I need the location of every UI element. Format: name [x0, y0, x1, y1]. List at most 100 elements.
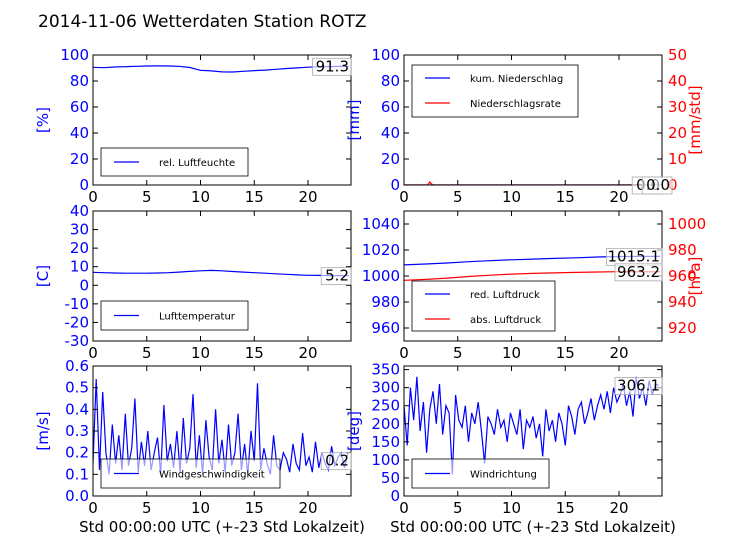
- y-tick-label: 150: [371, 433, 400, 451]
- annotation-box-niederschlag-rate: [641, 176, 673, 195]
- y-tick-label: 0: [79, 276, 89, 294]
- y-tick-label: 0.0: [65, 487, 89, 505]
- y-axis-label: [mm]: [345, 100, 363, 141]
- x-tick-label: 0: [399, 188, 409, 206]
- series-line-1: [93, 269, 349, 277]
- y-tick-label: 100: [371, 46, 400, 64]
- x-tick-label: 20: [609, 499, 628, 517]
- y-tick-label: 0.3: [65, 422, 89, 440]
- panel-6: 0 5 10 15 20050100150200250300350[deg]306.1W…: [345, 361, 663, 517]
- annotation-temperatur: 5.2: [325, 267, 349, 285]
- x-tick-label: 10: [191, 344, 210, 362]
- x-tick-label: 0: [88, 344, 98, 362]
- x-axis-label-left: Std 00:00:00 UTC (+-23 Std Lokalzeit): [79, 518, 365, 536]
- x-tick-label: 20: [298, 188, 317, 206]
- y2-tick-label: 0: [668, 176, 678, 194]
- annotation-box-luftdruck-abs: [614, 263, 663, 282]
- y-tick-label: 0.1: [65, 465, 89, 483]
- y-tick-label: 40: [70, 124, 89, 142]
- y-tick-label: 100: [60, 46, 89, 64]
- y-tick-label: 100: [371, 451, 400, 469]
- series-group: [404, 376, 660, 475]
- x-tick-label: 5: [142, 188, 152, 206]
- annotation-luftdruck-red: 1015.1: [608, 247, 661, 265]
- series-group: [93, 378, 349, 475]
- y-tick-label: 0: [79, 176, 89, 194]
- y-tick-label: 80: [70, 72, 89, 90]
- annotation-windrichtung: 306.1: [617, 376, 660, 394]
- x-tick-label: 0: [88, 499, 98, 517]
- y-tick-label: 20: [70, 150, 89, 168]
- x-tick-label: 5: [453, 344, 463, 362]
- x-tick-label: 0: [399, 344, 409, 362]
- y-tick-label: 350: [371, 361, 400, 379]
- y-tick-label: -20: [65, 313, 90, 331]
- x-tick-label: 0: [88, 188, 98, 206]
- y2-tick-label: 1000: [668, 215, 706, 233]
- y-tick-label: 1020: [362, 241, 400, 259]
- y2-tick-label: 960: [668, 267, 697, 285]
- x-axis-label-right: Std 00:00:00 UTC (+-23 Std Lokalzeit): [390, 518, 676, 536]
- x-tick-label: 5: [142, 499, 152, 517]
- annotation-box-luftfeuchte: [312, 57, 352, 76]
- x-tick-label: 20: [609, 188, 628, 206]
- y-tick-label: 1000: [362, 267, 400, 285]
- x-tick-label: 20: [298, 499, 317, 517]
- annotation-luftdruck-abs: 963.2: [617, 263, 660, 281]
- y-tick-label: 50: [381, 469, 400, 487]
- y-tick-label: 0.5: [65, 379, 89, 397]
- y-axis-label: [m/s]: [34, 411, 52, 450]
- x-tick-label: 15: [245, 344, 264, 362]
- axes-frame: [92, 54, 352, 186]
- legend-label-2: abs. Luftdruck: [470, 315, 541, 326]
- legend-label-1: Windrichtung: [470, 470, 537, 481]
- annotation-luftfeuchte: 91.3: [316, 57, 349, 75]
- legend-label-1: kum. Niederschlag: [470, 74, 563, 85]
- y-tick-label: 30: [70, 221, 89, 239]
- panel-5: 0 5 10 15 20 0.0 0.1 0.2 0.3 0.4 0.5 0.6 [m/s] 0.2 Win…: [34, 357, 352, 517]
- y2-tick-label: 920: [668, 319, 697, 337]
- x-tick-label: 20: [298, 344, 317, 362]
- annotation-niederschlag-rate: 0.0: [646, 176, 670, 194]
- y2-tick-label: 20: [668, 124, 687, 142]
- x-tick-label: 0: [399, 499, 409, 517]
- y-tick-label: 40: [70, 202, 89, 220]
- x-tick-label: 15: [245, 188, 264, 206]
- y-axis-label: [C]: [34, 265, 52, 287]
- axes-frame: [403, 54, 663, 186]
- y-tick-label: 960: [371, 319, 400, 337]
- y2-axis-label: [mm/std]: [686, 85, 704, 154]
- y-tick-label: -30: [65, 332, 90, 350]
- annotation-box-windgeschwindigkeit: [320, 452, 352, 471]
- y2-tick-label: 30: [668, 98, 687, 116]
- y2-tick-label: 940: [668, 293, 697, 311]
- y-tick-label: 60: [70, 98, 89, 116]
- legend-label-1: Windgeschwindigkeit: [159, 470, 265, 481]
- x-tick-label: 10: [191, 499, 210, 517]
- x-tick-label: 5: [453, 188, 463, 206]
- panel-4: 0 5 10 15 20 960 980 1000 1020 1040 920 940 960 980 10…: [362, 210, 706, 362]
- y-tick-label: 10: [70, 258, 89, 276]
- y-axis-label: [deg]: [345, 411, 363, 451]
- legend-box-niederschlag: [411, 64, 579, 118]
- y-tick-label: 60: [381, 98, 400, 116]
- y2-tick-label: 980: [668, 241, 697, 259]
- x-tick-label: 15: [556, 499, 575, 517]
- x-tick-label: 5: [453, 499, 463, 517]
- series-line-2: [404, 180, 662, 185]
- series-line-1: [93, 378, 349, 475]
- annotation-box-temperatur: [320, 267, 352, 286]
- legend-label-1: red. Luftdruck: [470, 290, 540, 301]
- y-tick-label: 20: [381, 150, 400, 168]
- legend-label-1: Lufttemperatur: [159, 312, 236, 323]
- legend-box-luftdruck: [411, 280, 556, 332]
- y-axis-label: [%]: [34, 107, 52, 133]
- x-tick-label: 10: [502, 344, 521, 362]
- panel-2: 0 5 10 15 20 0 20 40 60 80 100 [mm] 0 10 20 30 40 50 [mm/s…: [345, 46, 704, 206]
- x-tick-label: 10: [191, 188, 210, 206]
- y-tick-label: 300: [371, 379, 400, 397]
- y-tick-label: 200: [371, 415, 400, 433]
- y-tick-label: 40: [381, 124, 400, 142]
